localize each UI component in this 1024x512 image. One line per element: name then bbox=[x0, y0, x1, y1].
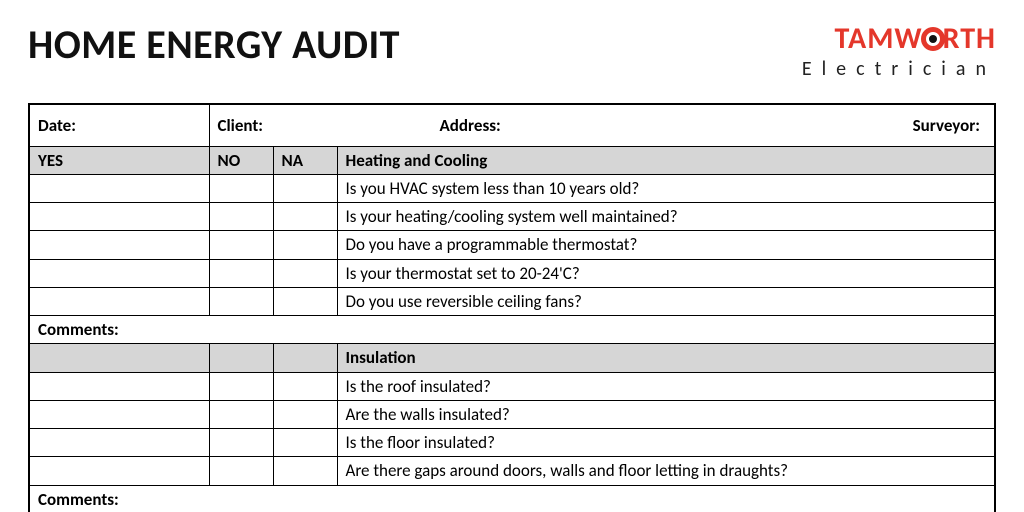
na-cell bbox=[273, 372, 337, 400]
na-cell bbox=[273, 457, 337, 485]
date-cell: Date: bbox=[29, 104, 209, 146]
question-row: Is you HVAC system less than 10 years ol… bbox=[29, 174, 995, 202]
na-cell bbox=[273, 203, 337, 231]
logo-pre: TAMW bbox=[835, 20, 923, 57]
yes-cell bbox=[29, 287, 209, 315]
question-text: Do you have a programmable thermostat? bbox=[337, 231, 995, 259]
yes-cell bbox=[29, 203, 209, 231]
surveyor-label: Surveyor: bbox=[913, 115, 980, 136]
col-yes: YES bbox=[29, 146, 209, 174]
col-no: NO bbox=[209, 146, 273, 174]
question-row: Do you have a programmable thermostat? bbox=[29, 231, 995, 259]
no-cell bbox=[209, 372, 273, 400]
yes-cell bbox=[29, 372, 209, 400]
yes-cell bbox=[29, 400, 209, 428]
na-cell bbox=[273, 231, 337, 259]
no-cell bbox=[209, 259, 273, 287]
logo-wordmark-top: TAMW RTH bbox=[802, 20, 996, 57]
question-text: Is your heating/cooling system well main… bbox=[337, 203, 995, 231]
question-text: Are there gaps around doors, walls and f… bbox=[337, 457, 995, 485]
question-text: Is the floor insulated? bbox=[337, 429, 995, 457]
yes-cell bbox=[29, 231, 209, 259]
no-cell bbox=[209, 287, 273, 315]
col-na: NA bbox=[273, 146, 337, 174]
client-label: Client: bbox=[218, 115, 263, 136]
question-row: Is your heating/cooling system well main… bbox=[29, 203, 995, 231]
yes-cell bbox=[29, 457, 209, 485]
question-row: Is the roof insulated? bbox=[29, 372, 995, 400]
na-cell bbox=[273, 259, 337, 287]
no-cell bbox=[209, 174, 273, 202]
question-row: Are the walls insulated? bbox=[29, 400, 995, 428]
logo: TAMW RTH Electrician bbox=[802, 20, 996, 81]
comments-label: Comments: bbox=[29, 485, 995, 512]
section-header-row: YESNONAHeating and Cooling bbox=[29, 146, 995, 174]
question-text: Are the walls insulated? bbox=[337, 400, 995, 428]
section-title: Heating and Cooling bbox=[337, 146, 995, 174]
no-cell bbox=[209, 429, 273, 457]
yes-cell bbox=[29, 259, 209, 287]
yes-cell bbox=[29, 174, 209, 202]
na-cell bbox=[273, 429, 337, 457]
page-title: HOME ENERGY AUDIT bbox=[28, 20, 400, 69]
question-row: Is the floor insulated? bbox=[29, 429, 995, 457]
info-row: Date: Client: Address: Surveyor: bbox=[29, 104, 995, 146]
na-cell bbox=[273, 400, 337, 428]
header: HOME ENERGY AUDIT TAMW RTH Electrician bbox=[28, 20, 996, 81]
logo-wordmark-bottom: Electrician bbox=[802, 57, 996, 81]
comments-row: Comments: bbox=[29, 316, 995, 344]
no-cell bbox=[209, 203, 273, 231]
na-cell bbox=[273, 174, 337, 202]
question-row: Are there gaps around doors, walls and f… bbox=[29, 457, 995, 485]
question-text: Do you use reversible ceiling fans? bbox=[337, 287, 995, 315]
no-cell bbox=[209, 400, 273, 428]
question-text: Is you HVAC system less than 10 years ol… bbox=[337, 174, 995, 202]
question-row: Is your thermostat set to 20-24'C? bbox=[29, 259, 995, 287]
audit-table: Date: Client: Address: Surveyor: YESNONAHeat… bbox=[28, 103, 996, 512]
no-cell bbox=[209, 231, 273, 259]
address-label: Address: bbox=[440, 115, 501, 136]
question-text: Is your thermostat set to 20-24'C? bbox=[337, 259, 995, 287]
yes-cell bbox=[29, 429, 209, 457]
na-cell bbox=[273, 287, 337, 315]
logo-o-icon bbox=[921, 27, 945, 51]
section-header-row: Insulation bbox=[29, 344, 995, 372]
no-cell bbox=[209, 457, 273, 485]
question-text: Is the roof insulated? bbox=[337, 372, 995, 400]
page: HOME ENERGY AUDIT TAMW RTH Electrician Da… bbox=[0, 0, 1024, 512]
logo-post: RTH bbox=[943, 20, 996, 57]
audit-body: Date: Client: Address: Surveyor: YESNONAHeat… bbox=[29, 104, 995, 512]
comments-row: Comments: bbox=[29, 485, 995, 512]
comments-label: Comments: bbox=[29, 316, 995, 344]
section-title: Insulation bbox=[337, 344, 995, 372]
question-row: Do you use reversible ceiling fans? bbox=[29, 287, 995, 315]
client-address-surveyor-cell: Client: Address: Surveyor: bbox=[209, 104, 995, 146]
